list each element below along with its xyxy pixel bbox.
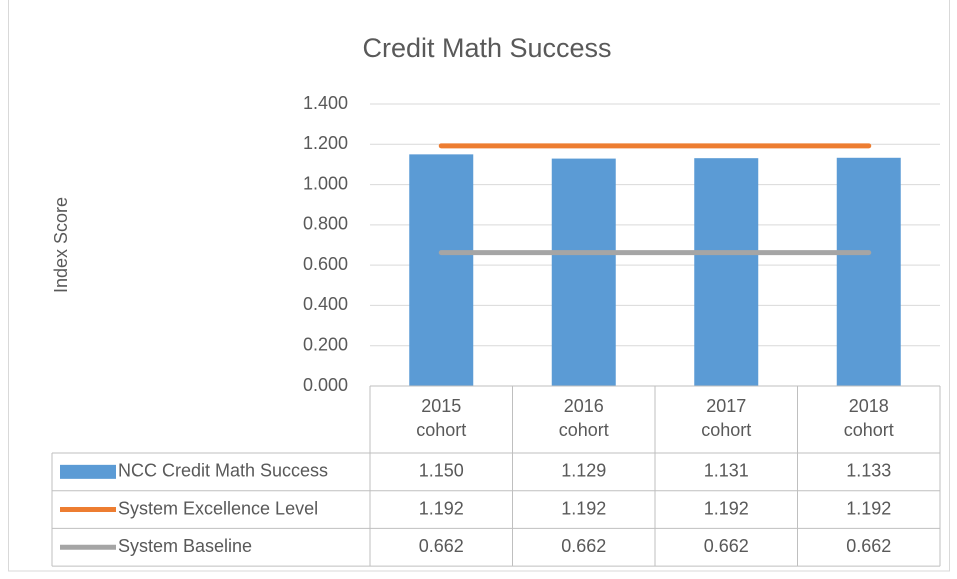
table-value: 1.192 [419, 498, 464, 518]
legend-label: NCC Credit Math Success [118, 461, 328, 481]
table-value: 1.192 [561, 498, 606, 518]
legend-label: System Baseline [118, 536, 252, 556]
y-tick-label: 0.200 [303, 334, 348, 354]
y-tick-label: 0.000 [303, 375, 348, 395]
y-tick-label: 0.800 [303, 214, 348, 234]
table-value: 1.133 [846, 461, 891, 481]
table-value: 0.662 [704, 536, 749, 556]
y-tick-label: 0.400 [303, 294, 348, 314]
y-tick-label: 1.000 [303, 173, 348, 193]
y-tick-label: 1.200 [303, 133, 348, 153]
table-value: 1.150 [419, 461, 464, 481]
bar [836, 157, 901, 386]
table-value: 0.662 [846, 536, 891, 556]
y-tick-label: 0.600 [303, 254, 348, 274]
table-value: 1.192 [846, 498, 891, 518]
chart-title: Credit Math Success [362, 33, 611, 63]
y-tick-label: 1.400 [303, 93, 348, 113]
bar [694, 158, 759, 386]
chart-frame [8, 0, 950, 572]
x-tick-label: 2017 cohort [701, 396, 752, 440]
bar [409, 154, 474, 386]
x-tick-label: 2016 cohort [558, 396, 609, 440]
legend-key [60, 464, 116, 479]
x-tick-label: 2015 cohort [416, 396, 467, 440]
table-value: 1.131 [704, 461, 749, 481]
y-axis-label: Index Score [51, 197, 71, 293]
bar [551, 158, 616, 386]
table-value: 0.662 [419, 536, 464, 556]
x-tick-label: 2018 cohort [843, 396, 894, 440]
table-value: 1.129 [561, 461, 606, 481]
table-value: 1.192 [704, 498, 749, 518]
legend-label: System Excellence Level [118, 498, 318, 518]
table-value: 0.662 [561, 536, 606, 556]
